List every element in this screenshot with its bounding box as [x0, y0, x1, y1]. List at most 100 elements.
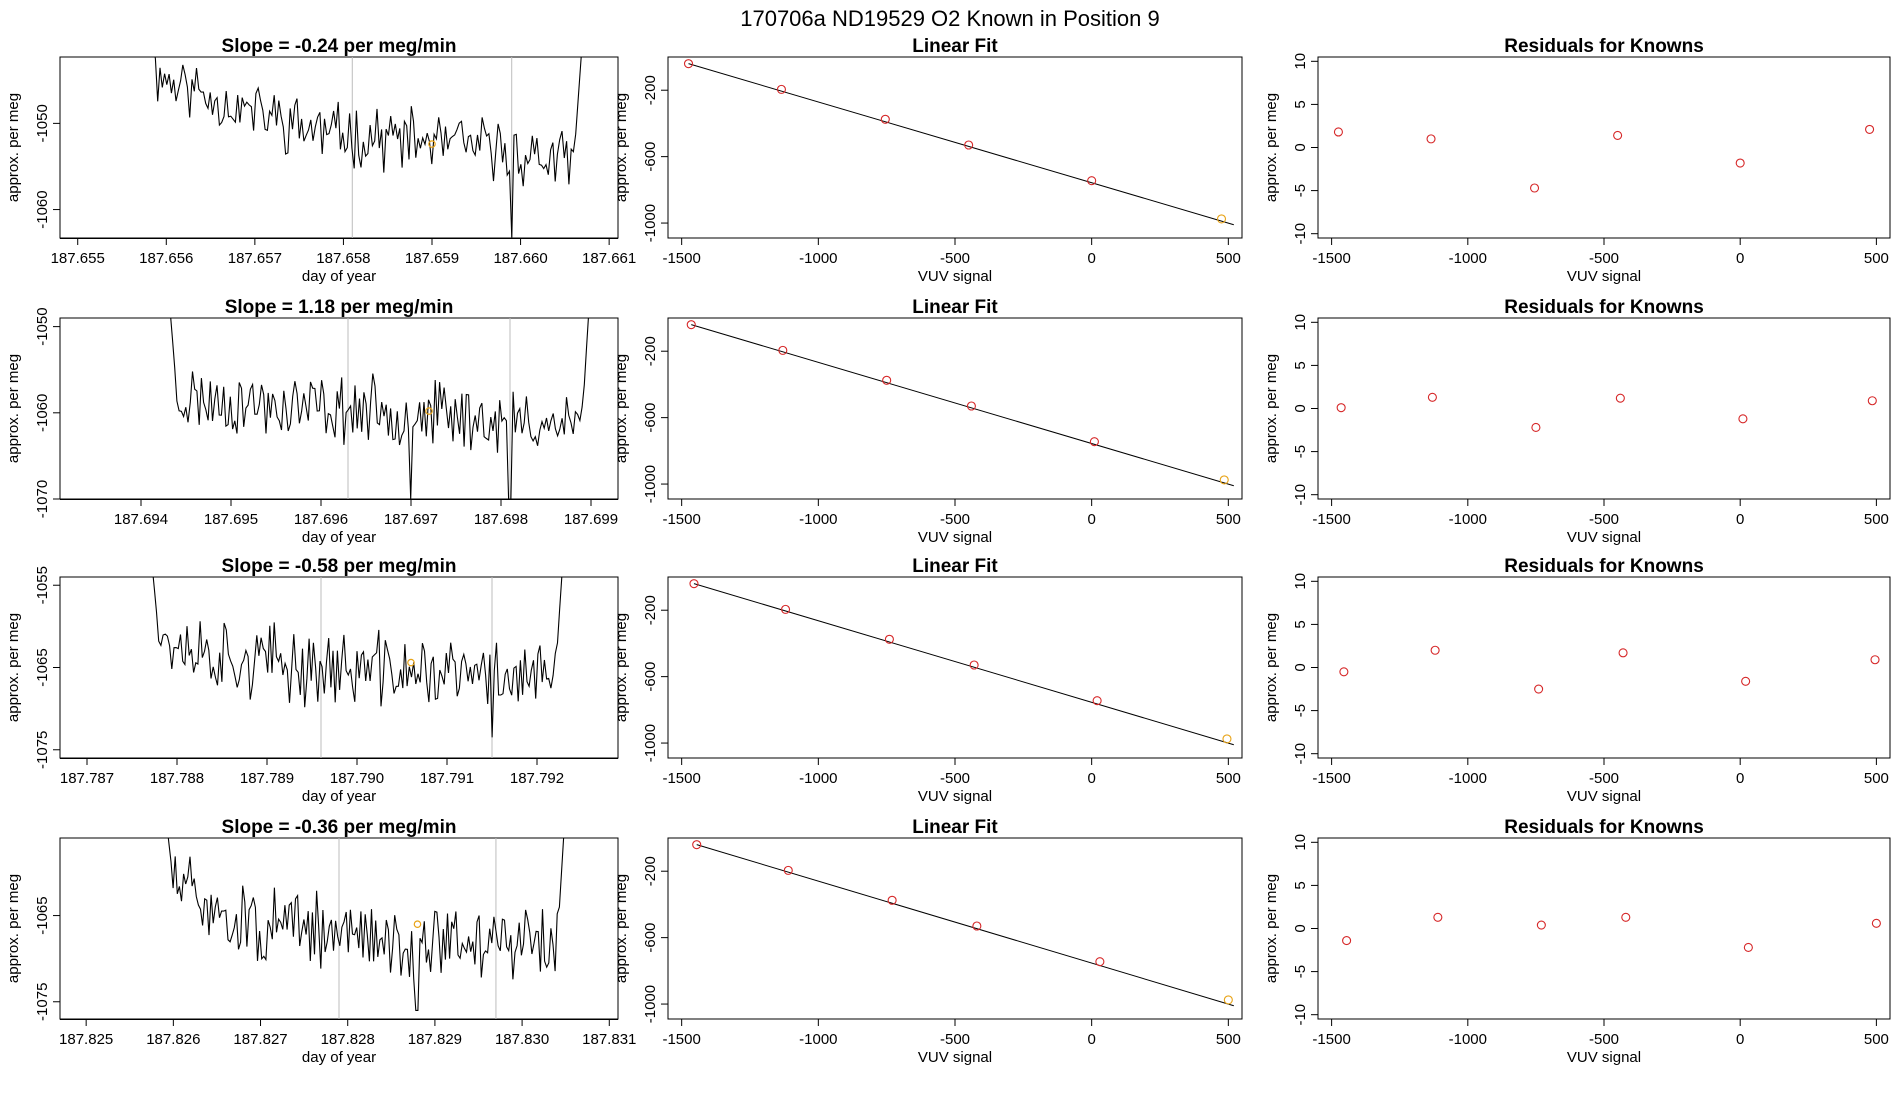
- residual-point: [1738, 414, 1748, 424]
- plot-area: [686, 320, 1234, 487]
- x-tick-label: 187.659: [405, 250, 459, 267]
- fit-data-point: [966, 401, 976, 411]
- x-tick-label: -1500: [1312, 511, 1350, 528]
- x-axis-title: VUV signal: [1567, 529, 1641, 546]
- fit-data-point: [887, 895, 897, 905]
- fit-data-point: [778, 345, 788, 355]
- plot-frame: [667, 576, 1243, 759]
- x-tick-label: -1500: [1312, 250, 1350, 267]
- panel-title: Residuals for Knowns: [1504, 36, 1704, 57]
- x-axis-title: VUV signal: [918, 268, 992, 285]
- x-tick-label: -500: [1589, 511, 1619, 528]
- x-axis-title: day of year: [302, 1049, 376, 1066]
- fit-data-point: [1092, 696, 1102, 706]
- y-axis: 10 5 0 -5 -10: [1292, 314, 1318, 506]
- x-axis: -1500 -1000 -500 0 500: [662, 1018, 1241, 1048]
- y-tick-label: 5: [1292, 881, 1309, 889]
- panel-title: Linear Fit: [912, 817, 998, 838]
- residual-point: [1427, 392, 1437, 402]
- fit-data-point: [882, 375, 892, 385]
- x-tick-label: 0: [1087, 770, 1095, 787]
- x-tick-label: 187.698: [474, 511, 528, 528]
- residual-point: [1735, 158, 1745, 168]
- panel-title: Residuals for Knowns: [1504, 817, 1704, 838]
- fit-data-point: [964, 140, 974, 150]
- residual-point: [1339, 667, 1349, 677]
- residual-point: [1871, 918, 1881, 928]
- plot-area: [692, 840, 1234, 1007]
- x-tick-label: 187.661: [582, 250, 636, 267]
- residual-point: [1741, 676, 1751, 686]
- residual-point: [1621, 912, 1631, 922]
- x-tick-label: -500: [1589, 1031, 1619, 1048]
- x-tick-label: 500: [1216, 511, 1241, 528]
- plot-frame: [59, 56, 619, 239]
- y-tick-label: -200: [642, 595, 659, 625]
- fit-line: [693, 583, 1234, 746]
- residual-point: [1336, 403, 1346, 413]
- y-tick-label: -1065: [34, 896, 51, 934]
- mean-marker-point: [413, 920, 422, 928]
- y-tick-label: -5: [1292, 184, 1309, 197]
- panel-title: Slope = 1.18 per meg/min: [225, 297, 454, 318]
- residual-point: [1534, 684, 1544, 694]
- panel-title: Residuals for Knowns: [1504, 556, 1704, 577]
- x-tick-label: -1500: [1312, 770, 1350, 787]
- chart-panel-residuals-0: Residuals for Knowns -1500 -1000 -500 0 500 VU…: [1263, 36, 1891, 285]
- y-axis-title: approx. per meg: [1263, 93, 1280, 202]
- y-tick-label: -10: [1292, 223, 1309, 245]
- x-axis-title: VUV signal: [918, 788, 992, 805]
- panel-title: Residuals for Knowns: [1504, 297, 1704, 318]
- y-tick-label: 0: [1292, 924, 1309, 932]
- residual-point: [1743, 942, 1753, 953]
- x-tick-label: 187.699: [564, 511, 618, 528]
- fit-data-point: [972, 921, 982, 931]
- fit-line: [691, 324, 1234, 487]
- residual-point: [1615, 393, 1625, 403]
- fit-data-point: [776, 84, 786, 94]
- residual-point: [1870, 655, 1880, 665]
- plot-area: [152, 577, 563, 758]
- y-axis: 10 5 0 -5 -10: [1292, 53, 1318, 245]
- x-tick-label: 187.791: [420, 770, 474, 787]
- x-axis: -1500 -1000 -500 0 500: [662, 757, 1241, 787]
- y-tick-label: -1000: [642, 204, 659, 242]
- figure-title: 170706a ND19529 O2 Known in Position 9: [740, 6, 1160, 31]
- x-axis-title: day of year: [302, 529, 376, 546]
- x-tick-label: 187.657: [228, 250, 282, 267]
- y-tick-label: 5: [1292, 361, 1309, 369]
- x-tick-label: 187.787: [60, 770, 114, 787]
- fit-data-point: [1089, 437, 1099, 447]
- y-tick-label: -5: [1292, 704, 1309, 717]
- plot-area: [1339, 645, 1880, 694]
- x-tick-label: 187.788: [150, 770, 204, 787]
- fit-data-point: [1223, 995, 1233, 1005]
- plot-area: [170, 318, 589, 499]
- x-axis: -1500 -1000 -500 0 500: [1312, 757, 1889, 787]
- y-tick-label: -600: [642, 923, 659, 953]
- residual-point: [1333, 127, 1343, 137]
- x-tick-label: -1500: [662, 1031, 700, 1048]
- plot-area: [1342, 912, 1881, 953]
- residual-point: [1531, 422, 1541, 433]
- plot-frame: [59, 576, 619, 759]
- plot-frame: [1317, 576, 1891, 759]
- x-axis: 187.655 187.656 187.657 187.658 187.659 187.6…: [51, 238, 636, 267]
- y-axis-title: approx. per meg: [613, 874, 630, 983]
- y-tick-label: -200: [642, 856, 659, 886]
- y-tick-label: -1000: [642, 985, 659, 1023]
- y-axis: -200 -600 -1000: [642, 856, 668, 1023]
- fit-data-point: [1216, 214, 1227, 224]
- y-tick-label: -200: [642, 336, 659, 366]
- fit-data-point: [884, 634, 894, 644]
- x-axis: -1500 -1000 -500 0 500: [662, 498, 1241, 528]
- x-tick-label: -1000: [1449, 250, 1487, 267]
- y-tick-label: 10: [1292, 53, 1309, 70]
- mean-marker-point: [428, 140, 436, 148]
